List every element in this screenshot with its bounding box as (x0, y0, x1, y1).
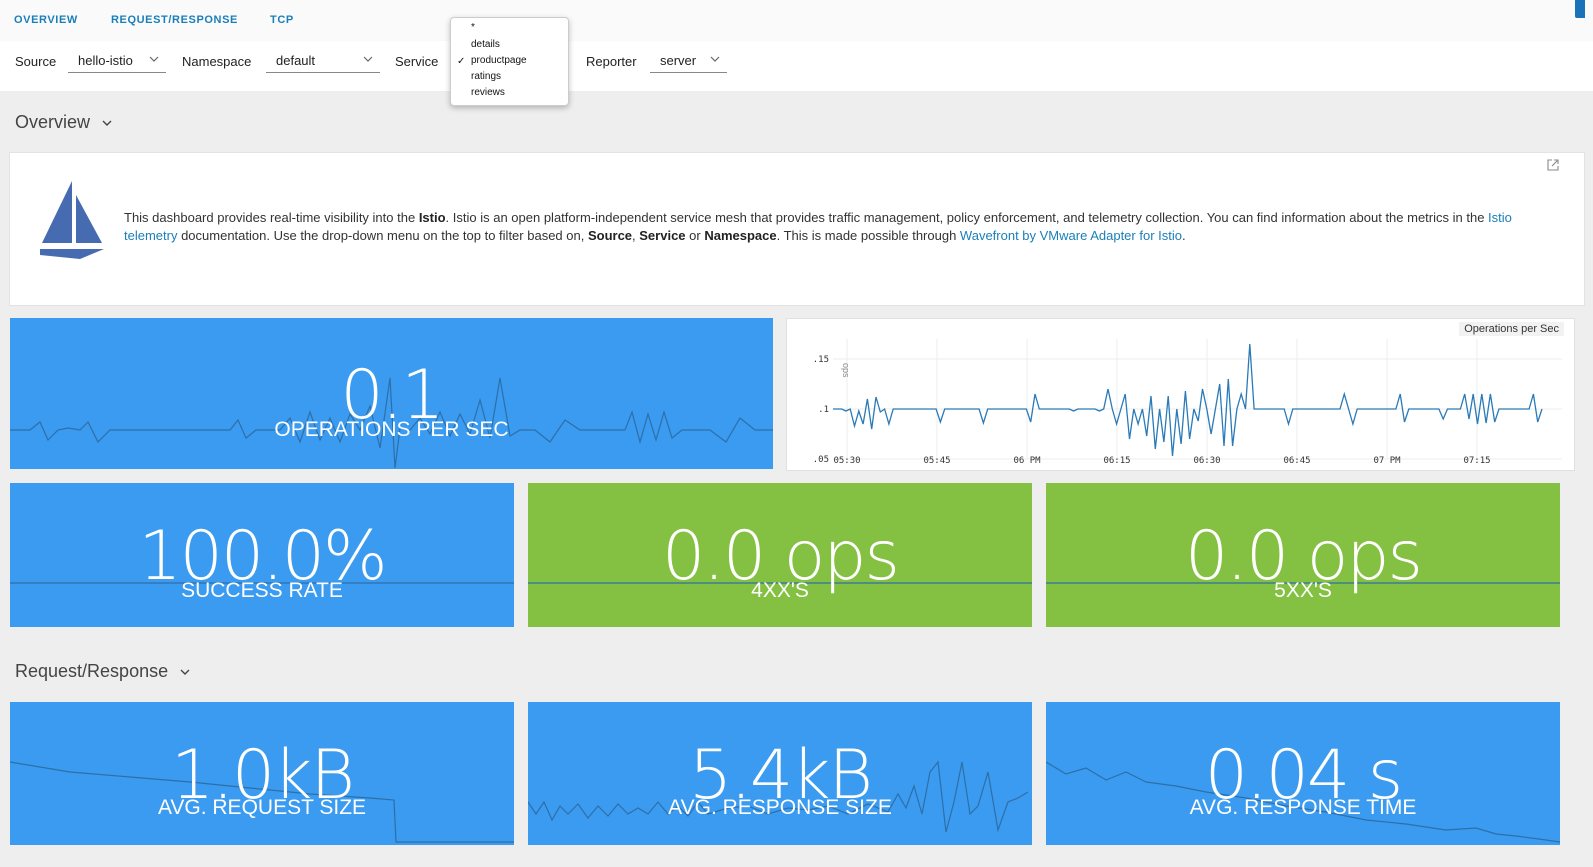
service-option-ratings[interactable]: ratings (471, 71, 502, 82)
avg-response-time-value: 0.04 s (1204, 736, 1403, 815)
chart-x-tick-label: 06:15 (1103, 456, 1130, 466)
ops-sparkline (10, 377, 773, 469)
external-link-icon[interactable] (1546, 158, 1560, 172)
reporter-select[interactable]: server (650, 50, 727, 73)
info-description: This dashboard provides real-time visibi… (124, 209, 1514, 245)
info-text: , (632, 228, 640, 243)
chevron-down-icon (180, 669, 190, 676)
errors-5xx-tile[interactable]: 0.0 ops 5XX'S (1046, 483, 1560, 627)
info-text: or (685, 228, 705, 243)
avg-response-size-label: AVG. RESPONSE SIZE (668, 796, 892, 819)
chart-x-tick-label: 07 PM (1373, 456, 1401, 466)
chevron-down-icon (710, 56, 720, 62)
avg-response-size-tile[interactable]: 5.4kB AVG. RESPONSE SIZE (528, 702, 1032, 845)
top-nav: OVERVIEW REQUEST/RESPONSE TCP (0, 0, 1593, 41)
service-option-details[interactable]: details (471, 39, 500, 50)
info-bold: Source (587, 228, 633, 243)
namespace-value: default (276, 53, 316, 68)
chart-x-tick-label: 07:15 (1463, 456, 1490, 466)
request-size-sparkline (10, 761, 514, 843)
chevron-down-icon (102, 120, 112, 127)
info-text: This dashboard provides real-time visibi… (124, 210, 419, 225)
info-bold: Istio (418, 210, 446, 225)
errors-5xx-sparkline (1046, 582, 1560, 584)
source-value: hello-istio (78, 53, 133, 68)
errors-5xx-value: 0.0 ops (1185, 517, 1423, 596)
info-text: . (1181, 228, 1186, 243)
success-rate-tile[interactable]: 100.0% SUCCESS RATE (10, 483, 514, 627)
chart-y-tick-label: .05 (813, 455, 829, 465)
errors-5xx-label: 5XX'S (1274, 579, 1332, 602)
chart-x-tick-label: 06 PM (1013, 456, 1041, 466)
namespace-label: Namespace (182, 54, 252, 69)
info-card: This dashboard provides real-time visibi… (9, 152, 1585, 306)
service-dropdown-menu: * details ✓ productpage ratings reviews (450, 17, 569, 106)
source-label: Source (15, 54, 57, 69)
avg-response-time-label: AVG. RESPONSE TIME (1189, 796, 1417, 819)
avg-request-size-label: AVG. REQUEST SIZE (157, 796, 367, 819)
info-text: documentation. Use the drop-down menu on… (177, 228, 588, 243)
chart-x-tick-label: 05:30 (833, 456, 860, 466)
errors-4xx-value: 0.0 ops (662, 517, 900, 596)
reporter-label: Reporter (586, 54, 637, 69)
info-bold: Service (639, 228, 686, 243)
avg-response-time-tile[interactable]: 0.04 s AVG. RESPONSE TIME (1046, 702, 1560, 845)
checkmark-icon: ✓ (457, 56, 466, 67)
filter-bar (0, 41, 1593, 91)
chart-title: Operations per Sec (1459, 322, 1564, 336)
service-option-productpage[interactable]: productpage (471, 55, 527, 66)
ops-label: OPERATIONS PER SEC (274, 418, 509, 441)
errors-4xx-sparkline (528, 582, 1032, 584)
tab-overview[interactable]: OVERVIEW (14, 14, 78, 26)
success-rate-label: SUCCESS RATE (181, 579, 343, 602)
source-select[interactable]: hello-istio (68, 50, 166, 73)
istio-telemetry-link[interactable]: Istio telemetry (124, 210, 1512, 243)
chevron-down-icon (149, 56, 159, 62)
ops-chart[interactable]: Operations per Sec .15 .1 .05 05:30 05:45 06… (786, 318, 1575, 471)
info-bold: Namespace (704, 228, 777, 243)
ops-value: 0.1 (340, 356, 444, 435)
ops-tile[interactable]: 0.1 OPERATIONS PER SEC (10, 318, 773, 469)
errors-4xx-label: 4XX'S (751, 579, 809, 602)
service-option-all[interactable]: * (471, 22, 475, 33)
tab-tcp[interactable]: TCP (270, 14, 294, 26)
info-text: . Istio is an open platform-independent … (445, 210, 1489, 225)
namespace-select[interactable]: default (266, 50, 380, 73)
section-overview-title: Overview (15, 112, 91, 132)
reporter-value: server (660, 53, 697, 68)
section-request-response-header[interactable]: Request/Response (15, 661, 191, 682)
avg-response-size-value: 5.4kB (688, 736, 873, 815)
chart-y-axis-label: ops (841, 363, 851, 378)
chart-series-line (833, 343, 1543, 457)
avg-request-size-value: 1.0kB (170, 736, 355, 815)
info-text: . This is made possible through (776, 228, 960, 243)
istio-sail-logo (40, 181, 104, 259)
corner-badge (1575, 0, 1585, 18)
response-time-sparkline (1046, 761, 1560, 843)
chart-y-tick-label: .1 (818, 405, 829, 415)
chart-x-tick-label: 06:45 (1283, 456, 1310, 466)
errors-4xx-tile[interactable]: 0.0 ops 4XX'S (528, 483, 1032, 627)
tab-request-response[interactable]: REQUEST/RESPONSE (111, 14, 238, 26)
success-sparkline (10, 582, 514, 584)
chevron-down-icon (363, 56, 373, 62)
success-rate-value: 100.0% (138, 517, 387, 596)
avg-request-size-tile[interactable]: 1.0kB AVG. REQUEST SIZE (10, 702, 514, 845)
chart-y-tick-label: .15 (813, 355, 829, 365)
wavefront-adapter-link[interactable]: Wavefront by VMware Adapter for Istio (959, 228, 1182, 243)
section-overview-header[interactable]: Overview (15, 112, 113, 133)
ops-chart-svg: .15 .1 .05 05:30 05:45 06 PM 06:15 06:30 06:45 0… (813, 339, 1562, 466)
chart-x-tick-label: 06:30 (1193, 456, 1220, 466)
chart-x-tick-label: 05:45 (923, 456, 950, 466)
section-request-response-title: Request/Response (15, 661, 169, 681)
response-size-sparkline (528, 760, 1029, 833)
service-option-reviews[interactable]: reviews (471, 87, 505, 98)
service-label: Service (395, 54, 439, 69)
